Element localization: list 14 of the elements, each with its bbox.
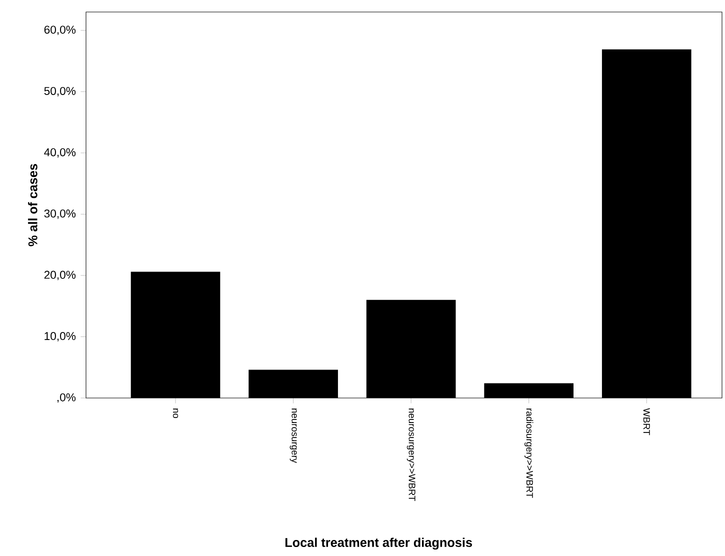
y-tick-label: 60,0% <box>44 26 76 36</box>
y-tick-label: 40,0% <box>44 148 76 158</box>
x-tick-label: no <box>172 408 178 418</box>
x-tick-label: neurosurgery <box>290 408 297 463</box>
x-tick-label: WBRT <box>643 408 650 436</box>
y-axis-title: % all of cases <box>28 164 38 246</box>
x-tick-label: radiosurgery>>WBRT <box>524 408 534 498</box>
y-tick-label: ,0% <box>57 393 76 403</box>
x-axis-title: Local treatment after diagnosis <box>285 538 472 550</box>
x-tick-label: neurosurgery>>WBRT <box>406 408 416 501</box>
y-tick-label: 30,0% <box>44 210 76 219</box>
y-tick-label: 20,0% <box>44 270 76 280</box>
y-tick-label: 10,0% <box>44 332 76 342</box>
y-tick-label: 50,0% <box>44 86 76 96</box>
